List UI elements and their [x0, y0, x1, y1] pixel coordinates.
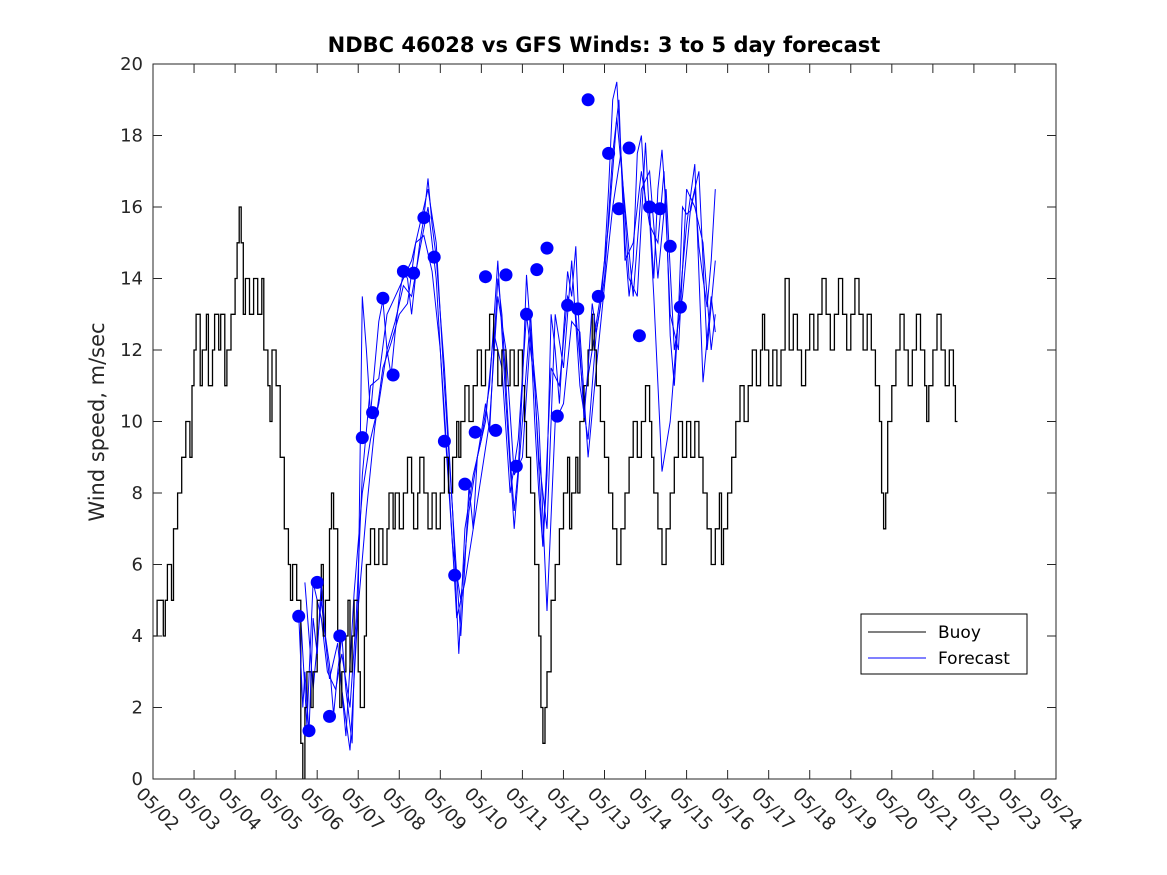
x-tick-label: 05/23 [993, 784, 1045, 836]
forecast-marker-35 [653, 202, 667, 216]
x-tick-label: 05/21 [911, 784, 963, 836]
y-tick-label: 8 [132, 483, 143, 504]
forecast-marker-1 [292, 609, 306, 623]
y-tick-label: 4 [132, 626, 143, 647]
x-tick-label: 05/14 [624, 784, 676, 836]
forecast-marker-27 [571, 302, 585, 316]
y-tick-label: 16 [120, 197, 143, 218]
x-tick-label: 05/19 [829, 784, 881, 836]
forecast-marker-25 [550, 409, 564, 423]
x-tick-label: 05/24 [1034, 784, 1086, 836]
x-tick-label: 05/16 [706, 784, 758, 836]
y-tick-label: 14 [120, 269, 143, 290]
x-tick-label: 05/06 [296, 784, 348, 836]
forecast-marker-11 [407, 266, 421, 280]
legend-forecast-label: Forecast [938, 649, 1010, 669]
y-axis-label: Wind speed, m/sec [85, 322, 109, 521]
forecast-marker-24 [540, 241, 554, 255]
y-tick-label: 10 [120, 412, 143, 433]
y-tick-label: 18 [120, 126, 143, 147]
x-tick-label: 05/22 [952, 784, 1004, 836]
forecast-marker-20 [499, 268, 513, 282]
series-forecast-line [298, 81, 716, 744]
forecast-marker-4 [323, 709, 336, 723]
forecast-marker-22 [520, 307, 533, 321]
forecast-marker-33 [632, 329, 646, 343]
x-tick-label: 05/15 [665, 784, 717, 836]
x-tick-label: 05/07 [337, 784, 389, 836]
forecast-marker-19 [489, 423, 503, 437]
x-tick-label: 05/02 [131, 784, 183, 836]
x-tick-label: 05/17 [747, 784, 799, 836]
forecast-marker-3 [310, 575, 324, 589]
x-tick-label: 05/18 [788, 784, 840, 836]
forecast-marker-8 [376, 291, 390, 305]
x-tick-label: 05/20 [870, 784, 922, 836]
y-tick-label: 2 [132, 698, 143, 719]
y-tick-label: 6 [132, 555, 143, 576]
x-tick-label: 05/05 [255, 784, 307, 836]
forecast-marker-21 [509, 459, 523, 473]
forecast-marker-34 [643, 200, 657, 214]
forecast-line-extra-2 [304, 117, 716, 737]
y-tick-label: 20 [120, 54, 143, 75]
forecast-marker-36 [663, 239, 677, 253]
x-tick-label: 05/11 [501, 784, 553, 836]
forecast-line-extra-3 [341, 142, 716, 751]
forecast-marker-15 [448, 568, 462, 582]
plot-area [153, 81, 958, 779]
forecast-marker-29 [591, 289, 605, 303]
x-tick-label: 05/10 [460, 784, 512, 836]
legend-buoy-label: Buoy [938, 623, 981, 643]
forecast-marker-30 [602, 146, 616, 160]
forecast-marker-32 [622, 141, 636, 155]
forecast-marker-2 [302, 724, 316, 738]
forecast-marker-31 [612, 202, 626, 216]
forecast-marker-37 [673, 300, 687, 314]
series-buoy-line [153, 206, 958, 779]
forecast-marker-28 [581, 93, 595, 107]
forecast-marker-13 [427, 250, 441, 264]
x-tick-label: 05/09 [419, 784, 471, 836]
x-tick-label: 05/12 [542, 784, 594, 836]
forecast-marker-17 [468, 425, 482, 439]
forecast-marker-5 [333, 629, 347, 643]
forecast-marker-14 [437, 434, 451, 448]
chart-title: NDBC 46028 vs GFS Winds: 3 to 5 day fore… [328, 33, 881, 57]
x-tick-label: 05/03 [173, 784, 225, 836]
forecast-marker-26 [561, 298, 575, 312]
forecast-marker-23 [530, 263, 544, 277]
x-tick-label: 05/04 [214, 784, 266, 836]
x-tick-label: 05/13 [583, 784, 635, 836]
y-tick-label: 12 [120, 340, 143, 361]
forecast-marker-9 [386, 368, 400, 382]
forecast-line-extra-1 [300, 99, 716, 726]
forecast-marker-7 [366, 406, 380, 420]
y-tick-label: 0 [132, 769, 143, 790]
forecast-marker-10 [396, 264, 410, 278]
x-tick-label: 05/08 [378, 784, 430, 836]
forecast-marker-6 [355, 431, 369, 445]
forecast-marker-16 [458, 477, 472, 491]
axes: 0246810121416182005/0205/0305/0405/0505/… [120, 54, 1086, 835]
forecast-marker-18 [479, 270, 492, 284]
forecast-marker-12 [417, 211, 431, 225]
legend-box [860, 613, 1028, 675]
legend: Buoy Forecast [860, 613, 1028, 675]
